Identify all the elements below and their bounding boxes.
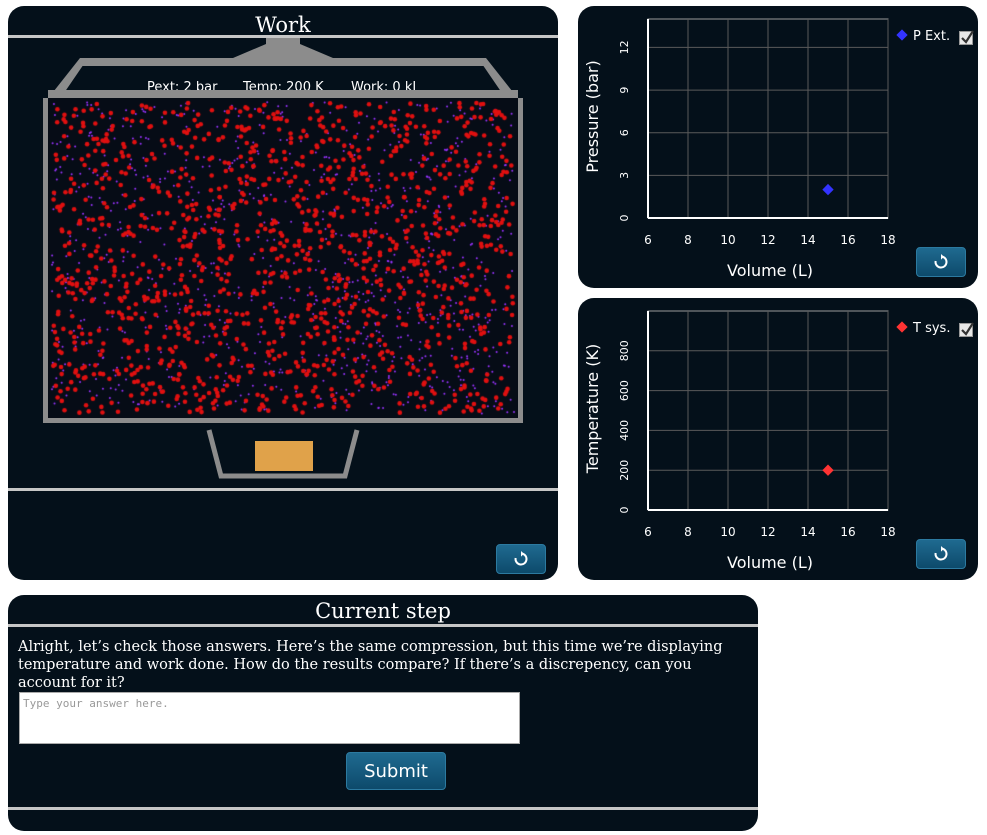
y-tick-label: 9: [618, 87, 631, 94]
legend-marker-icon: [896, 321, 908, 333]
x-tick-label: 14: [800, 233, 815, 247]
x-tick-label: 16: [840, 525, 855, 539]
gas-container: [43, 98, 523, 423]
x-tick-label: 6: [644, 233, 652, 247]
bottom-divider: [8, 807, 758, 810]
title-divider: [8, 35, 558, 38]
submit-button[interactable]: Submit: [346, 752, 446, 790]
temperature-legend: T sys.: [896, 321, 951, 336]
x-tick-label: 16: [840, 233, 855, 247]
pressure-legend-label: P Ext.: [913, 29, 951, 44]
y-tick-label: 600: [618, 380, 631, 401]
piston-lid: [50, 38, 516, 96]
weight-block: [255, 441, 313, 471]
data-point: [822, 464, 834, 476]
work-panel: Work Pext: 2 bar Temp: 200 K Work: 0 kJ: [8, 6, 558, 580]
y-tick-label: 200: [618, 460, 631, 481]
y-tick-label: 0: [618, 215, 631, 222]
x-tick-label: 14: [800, 525, 815, 539]
y-tick-label: 12: [618, 40, 631, 54]
x-tick-label: 10: [720, 233, 735, 247]
temperature-chart: 6 8 10 12 14 16 18 0 200 400 600 800 Volume (L) Tempe…: [583, 310, 896, 572]
reset-icon: [934, 546, 948, 561]
temperature-reset-button[interactable]: [916, 539, 966, 569]
step-prompt: Alright, let’s check those answers. Here…: [18, 639, 723, 691]
pressure-legend: P Ext.: [896, 29, 951, 44]
y-axis-label: Pressure (bar): [583, 60, 602, 172]
y-tick-label: 3: [618, 172, 631, 179]
data-point: [822, 183, 834, 196]
temperature-series-checkbox[interactable]: [959, 322, 974, 337]
x-tick-label: 10: [720, 525, 735, 539]
x-axis-label: Volume (L): [727, 261, 813, 280]
weight-tray: [206, 429, 360, 479]
gas-particles: [48, 98, 518, 418]
temperature-graph-panel: 6 8 10 12 14 16 18 0 200 400 600 800 Volume (L) Tempe…: [578, 298, 978, 580]
x-tick-label: 12: [760, 525, 775, 539]
x-tick-label: 8: [684, 525, 692, 539]
piston-plate: [48, 90, 518, 98]
x-tick-label: 12: [760, 233, 775, 247]
x-tick-label: 6: [644, 525, 652, 539]
pressure-graph-panel: 6 8 10 12 14 16 18 0 3 6 9 12 Volume (L) Pressure (ba…: [578, 6, 978, 288]
x-axis-label: Volume (L): [727, 553, 813, 572]
pressure-reset-button[interactable]: [916, 247, 966, 277]
reset-icon: [514, 551, 528, 566]
x-tick-label: 8: [684, 233, 692, 247]
reset-icon: [934, 254, 948, 269]
bottom-divider: [8, 488, 558, 491]
y-tick-label: 400: [618, 420, 631, 441]
x-tick-label: 18: [880, 233, 895, 247]
title-divider: [8, 624, 758, 627]
y-tick-label: 800: [618, 340, 631, 361]
check-icon: [961, 322, 974, 336]
answer-input[interactable]: [19, 692, 520, 744]
y-tick-label: 6: [618, 129, 631, 136]
temperature-legend-label: T sys.: [913, 321, 951, 336]
legend-marker-icon: [896, 29, 908, 41]
current-step-title: Current step: [315, 599, 451, 623]
pressure-series-checkbox[interactable]: [959, 30, 974, 45]
y-tick-label: 0: [618, 507, 631, 514]
work-reset-button[interactable]: [496, 544, 546, 574]
check-icon: [961, 30, 974, 44]
y-axis-label: Temperature (K): [583, 344, 602, 474]
current-step-panel: Current step Alright, let’s check those …: [8, 595, 758, 831]
pressure-chart: 6 8 10 12 14 16 18 0 3 6 9 12 Volume (L) Pressure (ba…: [583, 18, 896, 280]
work-panel-title: Work: [255, 13, 311, 37]
x-tick-label: 18: [880, 525, 895, 539]
